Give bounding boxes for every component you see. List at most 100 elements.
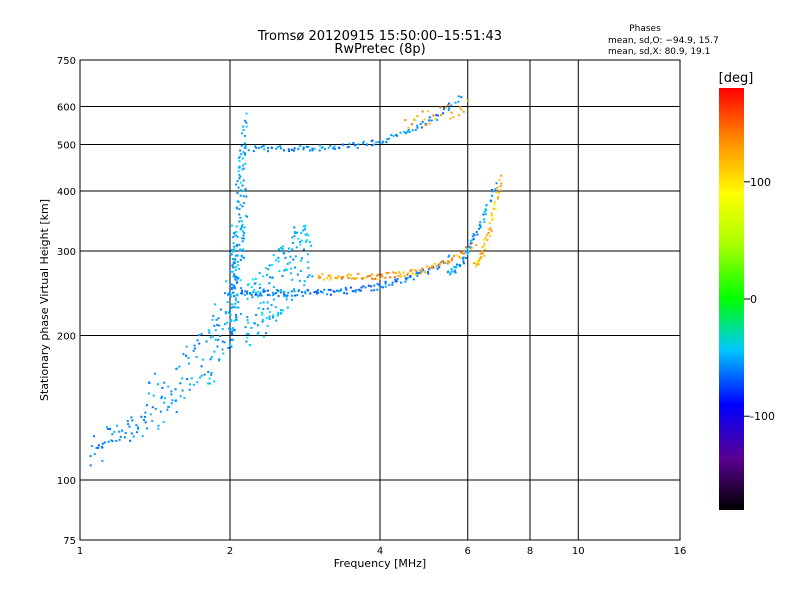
data-point [240,287,243,290]
data-point [240,220,243,223]
data-point [124,432,127,435]
data-point [230,253,233,256]
data-point [421,120,424,123]
data-point [232,275,235,278]
data-point [181,389,184,392]
colorbar-ticks: 100 0 -100 [744,176,775,423]
data-point [275,292,278,295]
data-point [329,293,332,296]
data-point [231,286,234,289]
data-point [295,246,298,249]
data-point [449,117,452,120]
data-point [478,227,481,230]
data-point [347,145,350,148]
data-point [342,143,345,146]
data-point [285,295,288,298]
data-point [261,311,264,314]
data-point [345,292,348,295]
data-point [305,232,308,235]
data-point [268,311,271,314]
data-point [296,294,299,297]
data-point [485,209,488,212]
data-point [315,290,318,293]
data-point [259,292,262,295]
data-point [406,273,409,276]
data-point [289,272,292,275]
data-point [430,119,433,122]
data-point [416,126,419,129]
data-point [455,254,458,257]
data-point [362,277,365,280]
data-point [258,272,261,275]
data-point [453,270,456,273]
data-point [170,390,173,393]
data-point [293,232,296,235]
data-point [494,188,497,191]
data-point [304,292,307,295]
data-point [268,315,271,318]
data-point [494,207,497,210]
data-point [365,276,368,279]
data-point [234,265,237,268]
data-point [459,256,462,259]
data-point [279,289,282,292]
data-point [321,146,324,149]
data-point [469,240,472,243]
data-point [452,255,455,258]
data-point [229,283,232,286]
data-point [482,245,485,248]
data-point [262,288,265,291]
data-point [459,251,462,254]
data-point [243,237,246,240]
data-point [238,208,241,211]
data-point [148,381,151,384]
data-point [450,111,453,114]
data-point [391,283,394,286]
data-point [485,234,488,237]
data-point [478,223,481,226]
data-point [371,139,374,142]
data-point [492,207,495,210]
data-point [458,264,461,267]
data-point [214,303,217,306]
data-point [302,248,305,251]
data-point [275,259,278,262]
data-point [411,123,414,126]
data-point [258,283,261,286]
data-point [477,263,480,266]
data-point [479,221,482,224]
data-point [282,148,285,151]
data-point [232,242,235,245]
data-point [230,345,233,348]
data-point [457,95,460,98]
data-point [277,295,280,298]
data-point [219,334,222,337]
data-point [381,275,384,278]
data-point [484,208,487,211]
data-point [500,182,503,185]
data-point [452,116,455,119]
data-point [448,102,451,105]
data-point [235,316,238,319]
data-point [307,266,310,269]
data-point [316,292,319,295]
data-point [244,162,247,165]
data-point [267,268,270,271]
data-point [283,294,286,297]
data-point [476,260,479,263]
data-point [246,215,249,218]
data-point [411,272,414,275]
data-point [323,288,326,291]
data-point [470,246,473,249]
data-point [224,311,227,314]
data-point [393,276,396,279]
data-point [240,144,243,147]
data-point [468,245,471,248]
data-point [378,283,381,286]
data-point [426,265,429,268]
data-point [234,313,237,316]
data-point [208,331,211,334]
data-point [242,125,245,128]
data-point [381,142,384,145]
data-point [129,439,132,442]
